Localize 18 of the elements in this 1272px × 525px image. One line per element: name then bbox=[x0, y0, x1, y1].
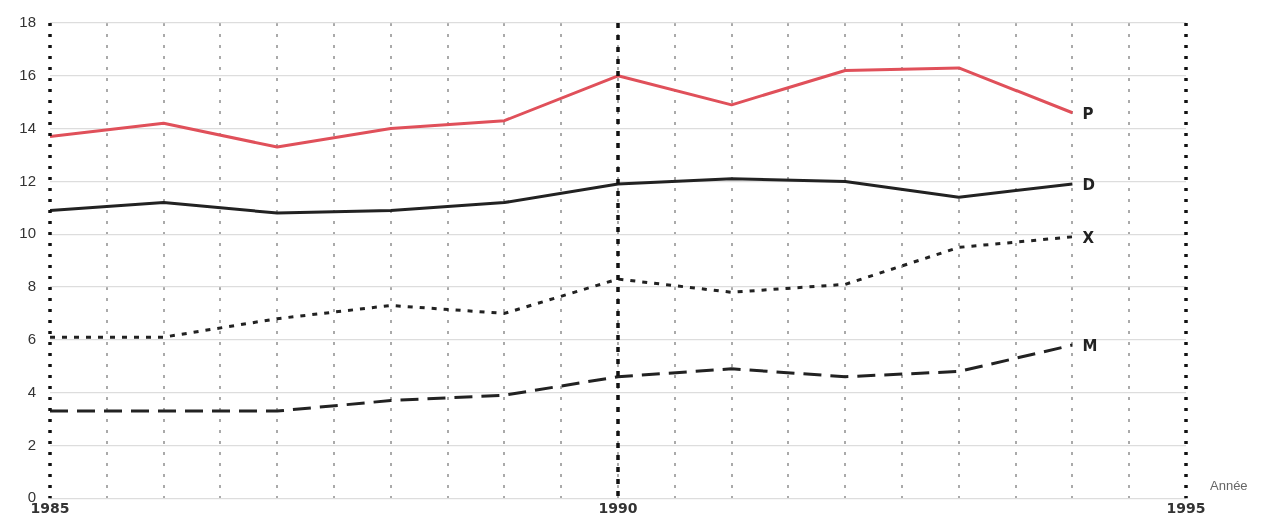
x-axis-title: Année bbox=[1210, 477, 1248, 493]
y-tick-label: 2 bbox=[27, 435, 36, 453]
y-tick-label: 10 bbox=[19, 224, 36, 242]
series-label: D bbox=[1082, 175, 1095, 194]
line-series bbox=[50, 235, 1074, 339]
x-tick-label: 1990 bbox=[598, 500, 638, 517]
series-label: X bbox=[1082, 228, 1095, 247]
y-tick-label: 8 bbox=[27, 277, 36, 295]
y-tick-label: 14 bbox=[19, 118, 36, 136]
series-label: P bbox=[1082, 104, 1094, 123]
y-tick-label: 18 bbox=[19, 13, 36, 31]
y-tick-label: 12 bbox=[19, 171, 36, 189]
line-series bbox=[50, 343, 1074, 413]
y-tick-label: 16 bbox=[19, 65, 36, 83]
y-tick-label: 6 bbox=[27, 329, 36, 347]
series-label: M bbox=[1082, 336, 1098, 355]
x-tick-label: 1995 bbox=[1166, 500, 1206, 517]
y-tick-label: 4 bbox=[27, 382, 36, 400]
